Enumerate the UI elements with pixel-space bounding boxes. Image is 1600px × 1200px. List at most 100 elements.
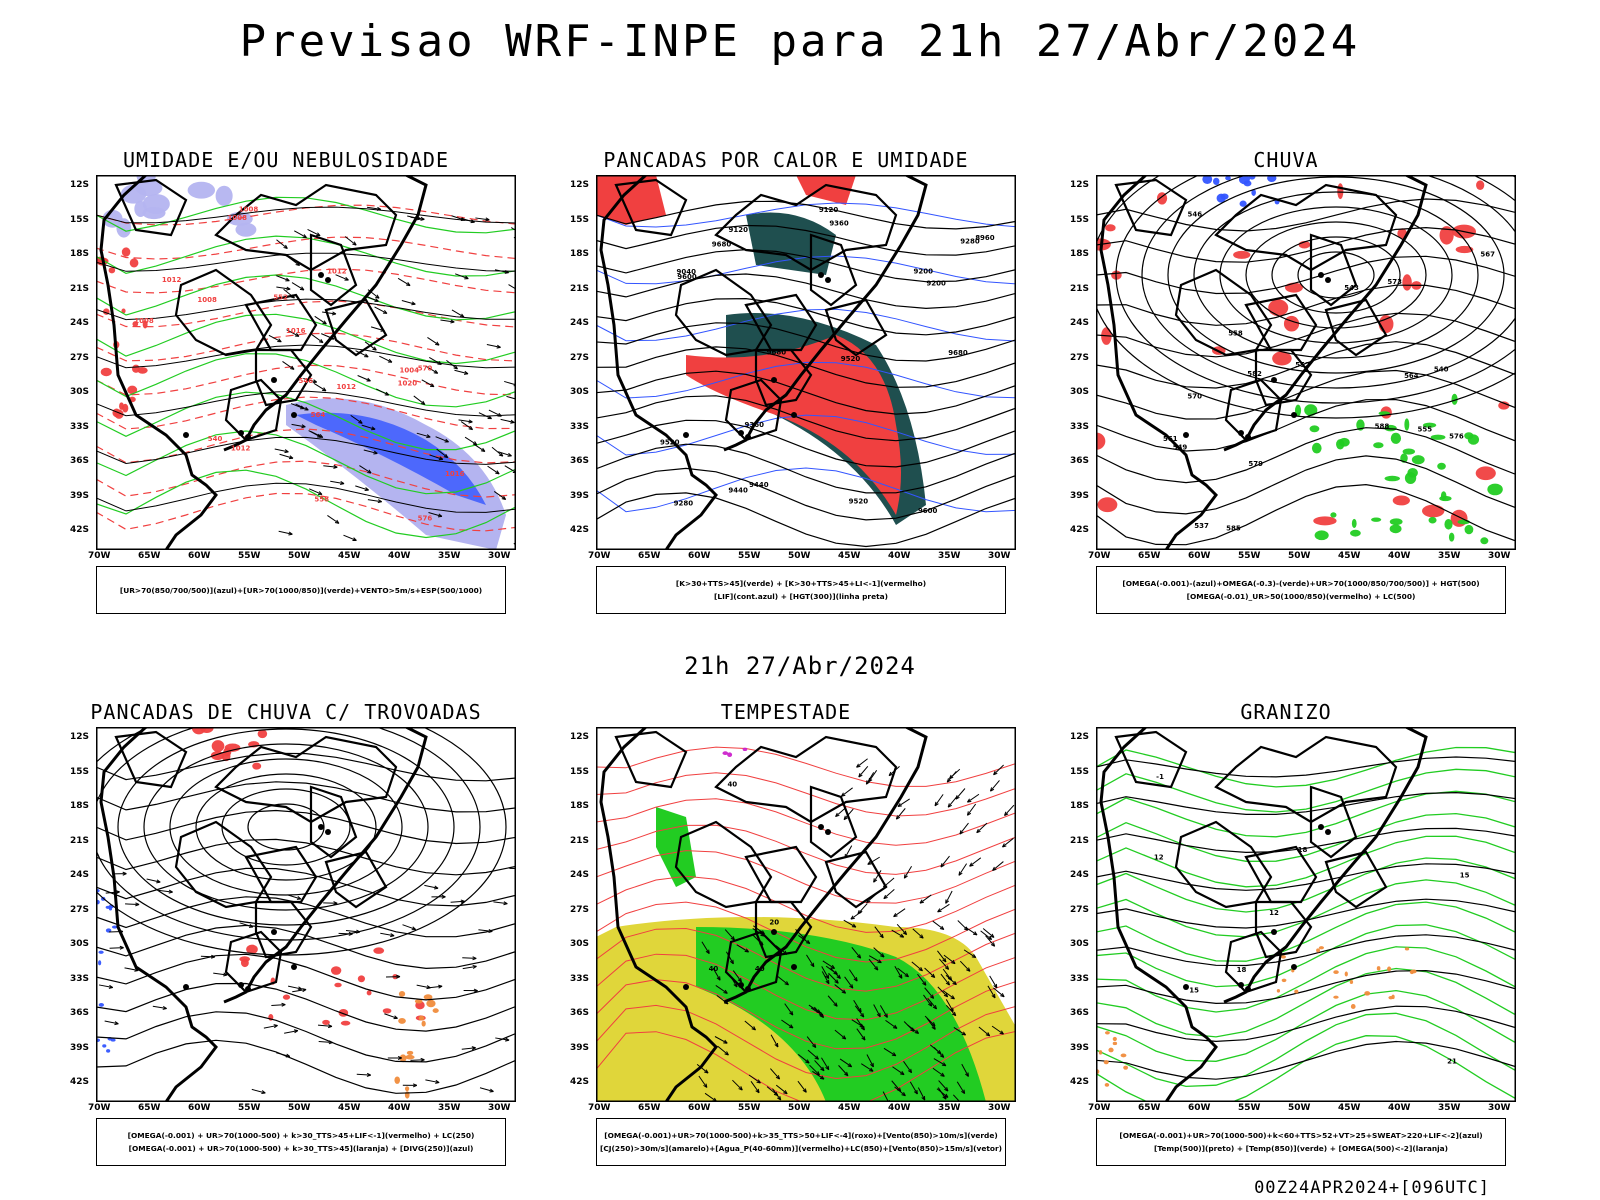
map-caption: [OMEGA(-0.001)+UR>70(1000-500)+k>35_TTS>… [596,1118,1006,1166]
contour-label: 40 [727,780,737,788]
contour-label: 1012 [336,383,356,391]
lon-tick-label: 45W [338,1103,361,1113]
contour-label: 546 [299,377,314,385]
contour-label: 9520 [849,497,869,505]
lat-tick-label: 36S [70,456,90,466]
contour-label: 1004 [400,366,420,374]
lat-tick-label: 12S [1070,180,1090,190]
caption-line: [OMEGA(-0.001)+UR>70(1000-500)+k>35_TTS>… [604,1131,998,1140]
contour-label: 579 [1248,460,1263,468]
lat-tick-label: 33S [570,421,590,432]
lat-tick-label: 42S [570,525,590,535]
lat-tick-label: 33S [70,973,90,984]
lat-tick-label: 27S [1070,904,1090,915]
caption-line: [CJ(250)>30m/s](amarelo)+[Agua_P(40-60mm… [600,1144,1002,1153]
map-caption: [K>30+TTS>45](verde) + [K>30+TTS>45+LI<-… [596,566,1006,614]
lat-tick-label: 18S [570,801,590,811]
contour-label: 8960 [975,234,995,242]
contour-label: 1020 [398,380,418,388]
lon-tick-label: 30W [488,551,511,561]
lon-tick-label: 70W [588,551,611,561]
panel-title: UMIDADE E/OU NEBULOSIDADE [122,148,450,172]
lat-tick-label: 27S [70,904,90,915]
contour-label: 9280 [960,237,980,245]
panel-title: GRANIZO [1240,700,1332,724]
lat-tick-label: 21S [70,835,90,846]
contour-label: 9440 [749,481,769,489]
contour-label: 585 [1226,525,1241,533]
lat-tick-label: 24S [1070,318,1090,328]
lon-tick-label: 70W [1088,551,1111,561]
lat-tick-label: 15S [570,766,590,777]
lon-tick-label: 65W [638,551,661,561]
contour-label: 40 [755,965,765,973]
map-caption: [OMEGA(-0.001) + UR>70(1000-500) + k>30_… [96,1118,506,1166]
lat-tick-label: 33S [1070,421,1090,432]
lon-tick-label: 45W [1338,551,1361,561]
lat-tick-label: 21S [570,283,590,294]
lon-tick-label: 55W [1238,551,1261,561]
lon-tick-label: 30W [988,1103,1011,1113]
lat-tick-label: 36S [70,1008,90,1018]
contour-label: 540 [1434,365,1449,373]
panel-title: TEMPESTADE [720,700,852,724]
forecast-map: 1008 1012 1016 1008 1012 1012 1008 1012 1016 1020… [96,175,516,550]
lat-tick-label: 39S [570,490,590,501]
map-panel: GRANIZO 12S 15S 18S 21S 24S 27S 30S 33S 36S 39S 42S… [1036,700,1536,1190]
lat-tick-label: 33S [70,421,90,432]
lon-tick-label: 50W [288,1103,311,1113]
lat-tick-label: 27S [1070,352,1090,363]
lat-tick-label: 30S [570,387,590,397]
caption-line: [OMEGA(-0.001) + UR>70(1000-500) + k>30_… [127,1131,475,1140]
lat-tick-label: 42S [570,1077,590,1087]
forecast-map [96,727,516,1102]
lat-tick-label: 21S [570,835,590,846]
contour-label: 564 [1404,372,1419,380]
contour-label: 1008 [227,214,247,222]
panel-title: PANCADAS DE CHUVA C/ TROVOADAS [90,700,482,724]
lat-tick-label: 18S [70,801,90,811]
contour-label: 9600 [677,273,697,281]
lat-tick-label: 18S [1070,249,1090,259]
contour-label: 576 [1449,432,1464,440]
lat-tick-label: 15S [1070,214,1090,225]
lat-tick-label: 39S [70,490,90,501]
lat-tick-label: 42S [70,525,90,535]
lon-tick-label: 70W [88,551,111,561]
caption-line: [Temp(500)](preto) + [Temp(850)](verde) … [1153,1144,1449,1153]
lon-tick-label: 35W [438,551,461,561]
contour-label: 9360 [829,220,849,228]
lon-tick-label: 60W [1188,551,1211,561]
contour-label: 40 [709,965,719,973]
forecast-map: 9680 9680 9680 9600 9520 9600 9520 9440 9360 9280… [596,175,1016,550]
lon-tick-label: 50W [288,551,311,561]
contour-label: 1016 [286,327,306,335]
contour-label: 21 [1447,1057,1457,1065]
contour-label: 540 [208,435,223,443]
contour-label: 9600 [918,507,938,515]
caption-line: [UR>70(850/700/500)](azul)+[UR>70(1000/8… [119,585,483,595]
lon-tick-label: 65W [1138,551,1161,561]
contour-label: 9520 [660,438,680,446]
map-caption: [UR>70(850/700/500)](azul)+[UR>70(1000/8… [96,566,506,614]
panel-title: CHUVA [1253,148,1319,172]
lat-tick-label: 42S [1070,1077,1090,1087]
lat-tick-label: 33S [1070,973,1090,984]
contour-label: 9520 [841,355,861,363]
contour-label: 9360 [745,421,765,429]
lon-tick-label: 40W [388,1103,411,1113]
contour-label: 18 [1298,846,1308,854]
contour-label: 549 [1173,443,1188,451]
lon-tick-label: 45W [838,551,861,561]
contour-label: 9200 [926,280,946,288]
lat-tick-label: 21S [70,283,90,294]
map-caption: [OMEGA(-0.001)-(azul)+OMEGA(-0.3)-(verde… [1096,566,1506,614]
contour-label: 1008 [134,317,154,325]
panel-title: PANCADAS POR CALOR E UMIDADE [603,148,969,172]
contour-label: 1008 [197,296,217,304]
lat-tick-label: 36S [1070,456,1090,466]
contour-label: 1012 [327,268,347,276]
lon-tick-label: 40W [388,551,411,561]
lat-tick-label: 15S [70,214,90,225]
lon-tick-label: 50W [788,1103,811,1113]
